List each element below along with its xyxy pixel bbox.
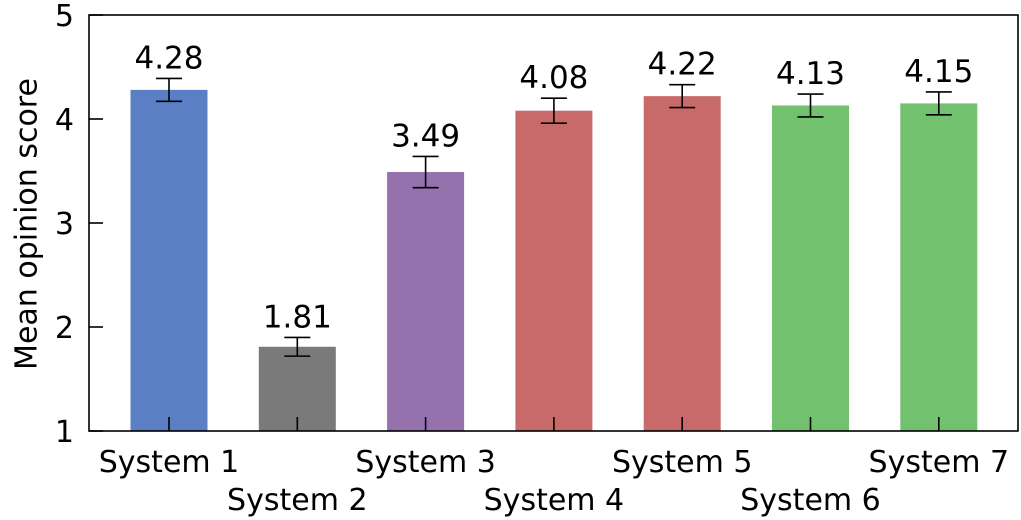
data-label-6: 4.13	[776, 56, 845, 92]
error-bar-4	[540, 97, 567, 124]
y-tick-label-3: 3	[55, 207, 74, 242]
bar-7	[900, 103, 978, 432]
x-tick-label-4: System 4	[484, 483, 625, 518]
data-label-3: 3.49	[391, 118, 460, 154]
bar-4	[515, 110, 593, 432]
x-tick-label-1: System 1	[99, 445, 240, 480]
plot-frame	[88, 14, 1019, 432]
error-bar-5	[669, 83, 696, 109]
bar-2	[258, 346, 336, 431]
y-tick-label-1: 1	[55, 415, 74, 450]
y-axis-label: Mean opinion score	[10, 78, 45, 370]
y-tick-label-2: 2	[55, 311, 74, 346]
bar-3	[387, 172, 465, 432]
y-tick-label-4: 4	[55, 103, 74, 138]
data-label-4: 4.08	[519, 60, 588, 96]
error-bar-2	[284, 336, 311, 357]
bar-5	[643, 96, 721, 432]
x-tick-label-2: System 2	[227, 483, 368, 518]
bar-1	[130, 89, 208, 431]
data-label-5: 4.22	[648, 47, 717, 83]
x-tick-label-3: System 3	[355, 445, 496, 480]
x-tick-label-6: System 6	[740, 483, 881, 518]
error-bar-7	[925, 91, 952, 116]
data-label-7: 4.15	[904, 54, 973, 90]
y-tick-label-5: 5	[55, 0, 74, 34]
bar-6	[772, 105, 849, 431]
x-tick-label-5: System 5	[612, 445, 753, 480]
error-bar-1	[156, 77, 182, 103]
error-bar-6	[797, 93, 824, 118]
bars-layer: 4.28 1.81 3.49 4.08 4.22 4.13 4.15	[130, 40, 978, 432]
error-bar-3	[412, 155, 439, 189]
data-label-2: 1.81	[263, 299, 332, 335]
x-tick-label-7: System 7	[869, 445, 1010, 480]
data-label-1: 4.28	[134, 40, 203, 76]
